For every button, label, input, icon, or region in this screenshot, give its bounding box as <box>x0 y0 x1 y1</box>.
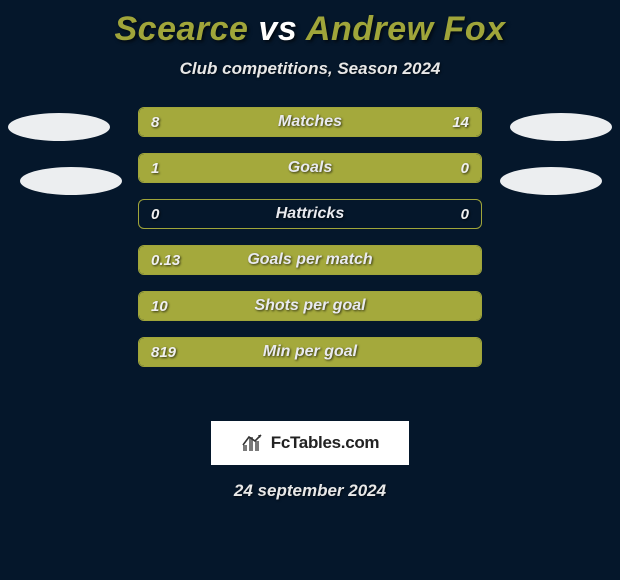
fctables-logo: FcTables.com <box>211 421 409 465</box>
stat-fill-left <box>139 108 262 136</box>
player2-badge-bottom <box>500 167 602 195</box>
stats-arena: 814Matches 10Goals 0 0Hattricks 0.13Goals pe… <box>0 107 620 407</box>
stat-fill-left <box>139 154 399 182</box>
snapshot-date: 24 september 2024 <box>0 481 620 501</box>
vs-separator: vs <box>258 10 297 48</box>
stat-row: 814Matches <box>138 107 482 137</box>
stat-label: Hattricks <box>139 200 481 228</box>
logo-chart-icon <box>241 433 267 453</box>
stat-row: 10Shots per goal <box>138 291 482 321</box>
player2-name: Andrew Fox <box>306 10 506 48</box>
stat-fill-right <box>399 154 481 182</box>
stat-value-left: 0 <box>151 200 159 228</box>
stat-value-right: 0 <box>461 200 469 228</box>
stat-row: 0.13Goals per match <box>138 245 482 275</box>
stat-fill-right <box>262 108 481 136</box>
stat-row: 0 0Hattricks <box>138 199 482 229</box>
player1-badge-bottom <box>20 167 122 195</box>
stat-row: 10Goals <box>138 153 482 183</box>
subtitle: Club competitions, Season 2024 <box>0 59 620 79</box>
player2-badge-top <box>510 113 612 141</box>
player1-badge-top <box>8 113 110 141</box>
stat-row: 819Min per goal <box>138 337 482 367</box>
comparison-title: Scearce vs Andrew Fox <box>0 0 620 49</box>
stat-fill-left <box>139 338 481 366</box>
stat-bars-container: 814Matches 10Goals 0 0Hattricks 0.13Goals pe… <box>138 107 482 383</box>
stat-fill-left <box>139 246 481 274</box>
stat-fill-left <box>139 292 481 320</box>
logo-text: FcTables.com <box>271 433 380 453</box>
player1-name: Scearce <box>114 10 248 48</box>
